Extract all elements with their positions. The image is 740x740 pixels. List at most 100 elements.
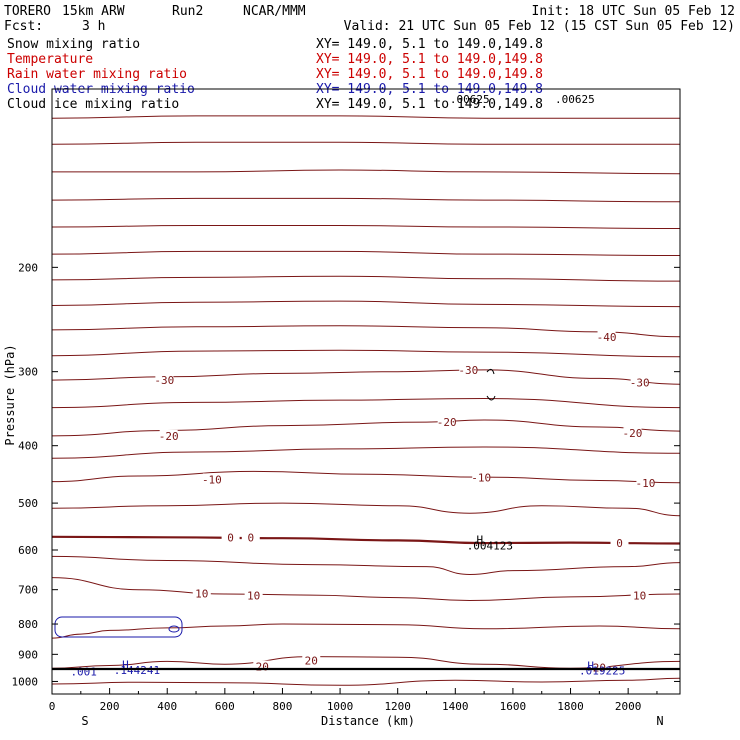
y-tick-label: 300 (18, 366, 38, 379)
temperature-contour-line (51, 535, 681, 545)
model-name: TORERO (4, 4, 51, 19)
org-label: NCAR/MMM (243, 4, 306, 19)
contour-label-background (610, 537, 629, 549)
contour-label: -10 (635, 477, 655, 490)
cloud-water-annotation: .001 (70, 665, 97, 678)
contour-label-background (302, 654, 321, 666)
cloud-ice-annotation: H (476, 534, 483, 547)
fcst-label: Fcst: (4, 19, 43, 34)
contour-label-background (459, 363, 478, 375)
x-tick-label: 2000 (615, 700, 642, 713)
contour-label-background (202, 473, 221, 485)
temperature-contour-line (51, 577, 681, 602)
contour-label: 0 (616, 537, 623, 550)
contour-label-background (472, 471, 491, 483)
contour-label-background (623, 427, 642, 439)
contour-label: 0 (227, 532, 234, 545)
x-tick-label: 0 (49, 700, 56, 713)
y-tick-label: 600 (18, 544, 38, 557)
contour-label-background (590, 661, 609, 673)
y-tick-label: 500 (18, 497, 38, 510)
x-axis-label: Distance (km) (321, 714, 415, 728)
temperature-contour-line (51, 470, 681, 484)
contour-label-background (253, 660, 272, 672)
x-tick-label: 400 (157, 700, 177, 713)
x-tick-label: 600 (215, 700, 235, 713)
field-xy: XY= 149.0, 5.1 to 149.0,149.8 (316, 37, 543, 52)
contour-label: -30 (458, 364, 478, 377)
x-tick-label: 1600 (500, 700, 527, 713)
contour-label: -30 (630, 377, 650, 390)
contour-label: 20 (305, 654, 318, 667)
temperature-contour-line (51, 446, 681, 459)
temperature-contour-line (51, 115, 680, 119)
contour-label: 10 (633, 589, 646, 602)
cloud-water-annotation: .019225 (579, 664, 625, 677)
temperature-contour-labels: -40-30-30-30-20-20-20-10 -10 -100 0 010 10 102… (154, 330, 655, 674)
cloud-water-contours (54, 616, 183, 638)
contour-label-background (221, 531, 240, 543)
contour-label-background (241, 531, 260, 543)
cloud-water-annotation: H (122, 659, 129, 672)
contour-label: -10 (471, 472, 491, 485)
south-end-label: S (81, 714, 88, 728)
north-end-label: N (656, 714, 663, 728)
temperature-contour-line (51, 169, 681, 175)
contour-label: -30 (154, 374, 174, 387)
fcst-value: 3 h (82, 19, 105, 34)
snow-annotation: .00625 (450, 93, 490, 106)
y-tick-label: 400 (18, 440, 38, 453)
run-label: Run2 (172, 4, 203, 19)
cloud-ice-contour (486, 368, 496, 401)
cloud-water-contour (168, 625, 180, 633)
resolution: 15km ARW (62, 4, 125, 19)
cloud-ice-marker (486, 368, 496, 401)
contour-label: -20 (159, 430, 179, 443)
field-name: Cloud ice mixing ratio (7, 97, 179, 112)
x-tick-label: 1400 (442, 700, 469, 713)
y-tick-label: 1000 (12, 675, 39, 688)
contour-label-background (630, 589, 649, 601)
cloud-ice-annotation: .004123 (467, 540, 513, 553)
y-tick-label: 200 (18, 261, 38, 274)
x-tick-label: 800 (273, 700, 293, 713)
y-tick-label: 900 (18, 648, 38, 661)
temperature-contour-line (51, 677, 681, 686)
init-time: Init: 18 UTC Sun 05 Feb 12 (532, 4, 736, 19)
x-tick-label: 1800 (557, 700, 584, 713)
temperature-contour-line (51, 141, 680, 145)
contour-label: -20 (623, 427, 643, 440)
contour-label-background (155, 374, 174, 386)
field-xy: XY= 149.0, 5.1 to 149.0,149.8 (316, 97, 543, 112)
temperature-contour-line (51, 250, 681, 256)
y-axis-label: Pressure (hPa) (3, 344, 17, 445)
temperature-contour-line (51, 224, 681, 229)
cloud-water-annotation: H (587, 660, 594, 673)
contour-label-background (597, 330, 616, 342)
contour-label: -20 (437, 416, 457, 429)
field-legend: Snow mixing ratio XY= 149.0, 5.1 to 149.… (7, 37, 543, 112)
contour-label: 20 (256, 661, 269, 674)
temperature-contour-line (51, 349, 681, 358)
contour-label: 10 (195, 588, 208, 601)
x-tick-label: 1200 (384, 700, 411, 713)
cloud-water-contour (54, 616, 183, 638)
cloud-water-annotation: .144241 (114, 664, 160, 677)
header: TORERO 15km ARW Run2 NCAR/MMM Init: 18 U… (4, 4, 735, 34)
contour-label-background (630, 376, 649, 388)
x-axis-ticks: 0 200 400 600 800 1000 1200 1400 1600 1800 2000 (49, 688, 658, 713)
x-tick-label: 1000 (327, 700, 354, 713)
plot-frame (51, 88, 681, 695)
contour-label: -40 (597, 331, 617, 344)
y-tick-label: 800 (18, 618, 38, 631)
field-name: Snow mixing ratio (7, 37, 140, 52)
temperature-contour-line (51, 197, 681, 203)
temperature-contour-line (51, 275, 681, 282)
contour-label-background (437, 416, 456, 428)
snow-annotation: .00625 (555, 93, 595, 106)
contour-label-background (159, 429, 178, 441)
contour-label: 0 (247, 532, 254, 545)
